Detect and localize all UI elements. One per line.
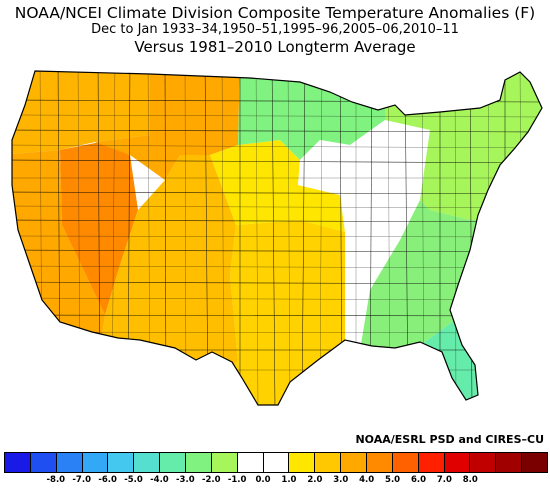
colorbar-tick-label: 2.0 [307, 475, 323, 485]
colorbar-tick-label: 5.0 [385, 475, 401, 485]
colorbar-tick-label: 3.0 [333, 475, 349, 485]
colorbar-tick-label: 8.0 [462, 475, 478, 485]
colorbar-tick-label: -3.0 [176, 475, 195, 485]
colorbar-segment [496, 453, 523, 472]
colorbar-tick-label: -2.0 [201, 475, 221, 485]
region-ohio-valley [298, 120, 430, 360]
colorbar-tick-label: -7.0 [72, 475, 91, 485]
colorbar-tick-label: 6.0 [410, 475, 426, 485]
colorbar-segment [263, 453, 290, 472]
colorbar-tick-label: -4.0 [150, 475, 169, 485]
colorbar-tick-label: -1.0 [227, 475, 247, 485]
region-northern-rockies [95, 71, 240, 180]
colorbar-segment [470, 453, 497, 472]
colorbar-tick-label: -8.0 [46, 475, 66, 485]
colorbar-segment [289, 453, 316, 472]
colorbar-segment [134, 453, 161, 472]
colorbar-tick-label: -6.0 [98, 475, 117, 485]
region-pacific-northwest [12, 71, 150, 155]
data-credit: NOAA/ESRL PSD and CIRES–CU [355, 433, 544, 446]
colorbar-segment [82, 453, 109, 472]
map-subtitle-period: Dec to Jan 1933–34,1950–51,1995–96,2005–… [91, 22, 459, 37]
us-climate-division-map [11, 70, 543, 406]
colorbar-tick-label: 4.0 [359, 475, 375, 485]
region-southern-plains [200, 220, 345, 405]
colorbar-segment [418, 453, 445, 472]
colorbar-segment [56, 453, 83, 472]
map-title: NOAA/NCEI Climate Division Composite Tem… [14, 4, 536, 22]
colorbar-segment [522, 453, 548, 472]
colorbar-segment [160, 453, 187, 472]
us-outline [11, 70, 543, 406]
colorbar-segment [108, 453, 135, 472]
colorbar-segment [367, 453, 393, 472]
colorbar [4, 452, 548, 473]
colorbar-tick-label: 0.0 [255, 475, 271, 485]
colorbar-segment [392, 453, 419, 472]
colorbar-segment [30, 453, 57, 472]
colorbar-segment [186, 453, 212, 472]
colorbar-tick-label: -5.0 [124, 475, 143, 485]
colorbar-segment [5, 453, 31, 472]
map-subtitle-baseline: Versus 1981–2010 Longterm Average [134, 38, 416, 56]
colorbar-tick-label: 1.0 [281, 475, 297, 485]
colorbar-tick-label: 7.0 [436, 475, 452, 485]
colorbar-segment [237, 453, 264, 472]
colorbar-segment [211, 453, 238, 472]
colorbar-segment [341, 453, 368, 472]
colorbar-segment [315, 453, 342, 472]
region-central-plains [210, 140, 345, 232]
colorbar-ticks: -8.0 -7.0 -6.0 -5.0 -4.0 -3.0 -2.0 -1.0 0.0 1.0 2.… [4, 475, 548, 489]
colorbar-segment [444, 453, 471, 472]
